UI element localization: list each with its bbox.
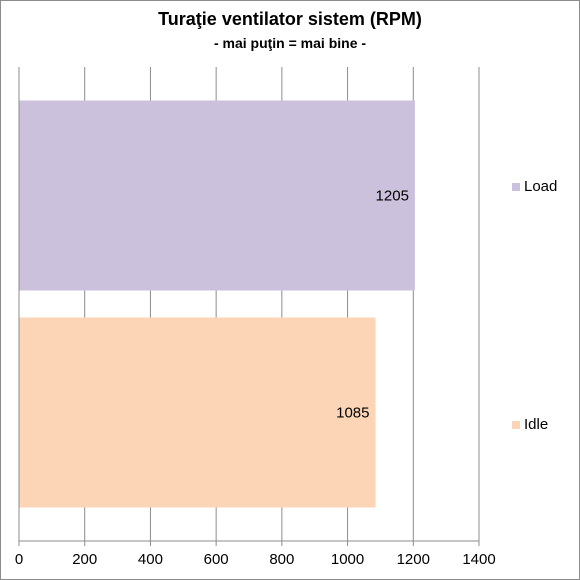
data-label-idle: 1085 <box>336 405 369 422</box>
x-tick-label-800: 800 <box>269 551 294 568</box>
legend-label-idle: Idle <box>524 416 549 433</box>
data-label-load: 1205 <box>376 188 409 205</box>
bar-load <box>19 100 415 291</box>
x-tick-label-1200: 1200 <box>397 551 430 568</box>
legend-swatch-load <box>512 182 520 191</box>
bar-idle <box>19 317 376 508</box>
x-tick-label-1400: 1400 <box>462 551 495 568</box>
chart-subtitle: - mai puţin = mai bine - <box>213 35 367 51</box>
legend-item-idle: Idle <box>512 416 548 433</box>
x-tick-label-200: 200 <box>72 551 97 568</box>
x-tick-label-1000: 1000 <box>331 551 364 568</box>
legend-swatch-idle <box>512 420 520 429</box>
x-tick-label-400: 400 <box>138 551 163 568</box>
x-tick-label-0: 0 <box>15 551 23 568</box>
x-tick-label-600: 600 <box>204 551 229 568</box>
legend-item-load: Load <box>512 178 557 195</box>
legend-label-load: Load <box>524 178 558 195</box>
chart-title: Turaţie ventilator sistem (RPM) <box>158 9 422 29</box>
